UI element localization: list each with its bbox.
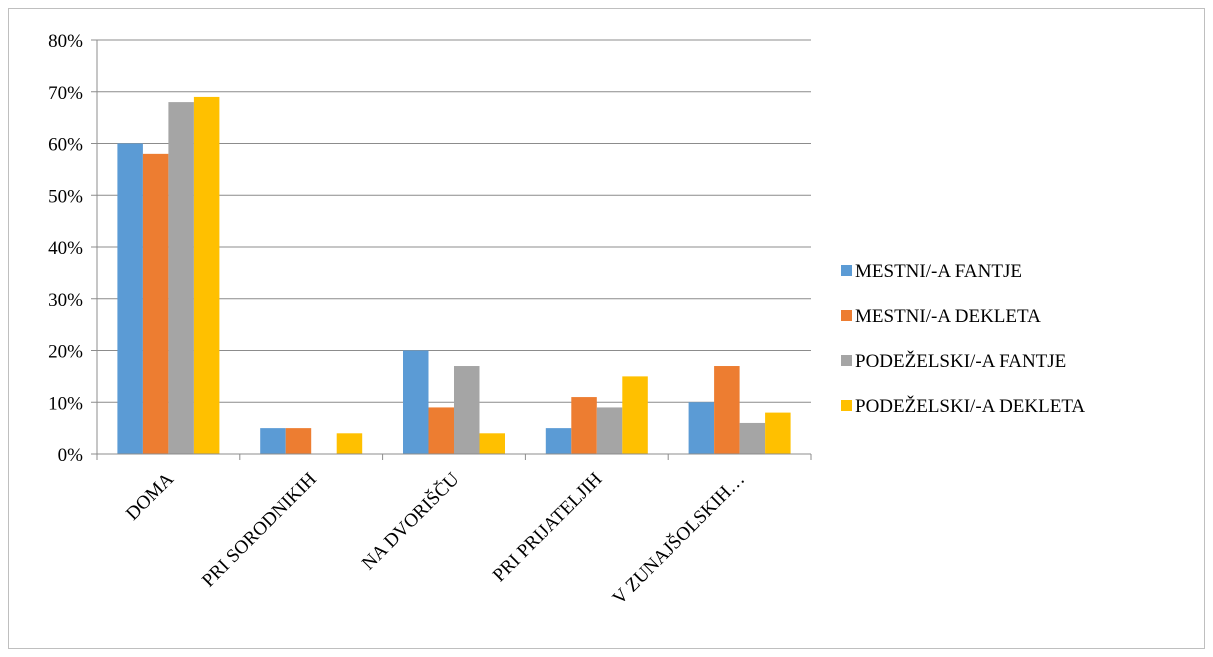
bar-chart: 0% 10% 20% 30% 40% 50% 60% 70% 80% DOMA PRI SOROD… [48,31,1085,609]
bar [260,428,286,454]
legend-label: PODEŽELSKI/-A FANTJE [855,350,1066,372]
y-tick-label: 40% [48,238,83,259]
axes [91,39,812,460]
bar [714,366,740,454]
y-tick-label: 10% [48,393,83,414]
bar [168,102,194,454]
y-tick-labels: 0% 10% 20% 30% 40% 50% 60% 70% 80% [48,31,83,466]
legend-label: MESTNI/-A FANTJE [855,261,1022,282]
legend-label: PODEŽELSKI/-A DEKLETA [855,395,1085,417]
legend-label: MESTNI/-A DEKLETA [855,306,1041,327]
y-tick-label: 20% [48,342,83,363]
bar [596,407,623,454]
bar [622,376,648,454]
x-tick-label: PRI SORODNIKIH [198,468,321,591]
bar [403,350,429,454]
bar [454,366,480,454]
x-tick-label: PRI PRIJATELJIH [489,468,607,586]
bar [428,407,454,454]
bar [688,402,715,454]
y-tick-label: 0% [58,445,84,466]
legend-swatch [841,400,852,411]
x-tick-label: NA DVORIŠČU [357,468,463,574]
y-tick-label: 80% [48,31,83,52]
bar [285,428,312,454]
bar [142,153,169,454]
bar [479,433,505,454]
bar [336,433,363,454]
legend: MESTNI/-A FANTJE MESTNI/-A DEKLETA PODEŽEL… [841,261,1085,417]
bar [545,428,572,454]
x-tick-label: DOMA [122,468,178,524]
legend-swatch [841,265,852,276]
y-tick-label: 50% [48,186,83,207]
bar [765,412,791,454]
legend-swatch [841,355,852,366]
y-tick-label: 70% [48,83,83,104]
y-tick-label: 60% [48,135,83,156]
bar [193,96,220,455]
bar [571,397,597,454]
bar [117,143,143,454]
chart-area: 0% 10% 20% 30% 40% 50% 60% 70% 80% DOMA PRI SOROD… [8,8,1205,649]
bars [117,96,791,455]
x-tick-labels: DOMA PRI SORODNIKIH NA DVORIŠČU PRI PRIJATE… [122,468,749,609]
bar [739,422,766,454]
y-tick-label: 30% [48,290,83,311]
x-tick-label: V ZUNAJŠOLSKIH… [608,468,749,609]
legend-swatch [841,310,852,321]
